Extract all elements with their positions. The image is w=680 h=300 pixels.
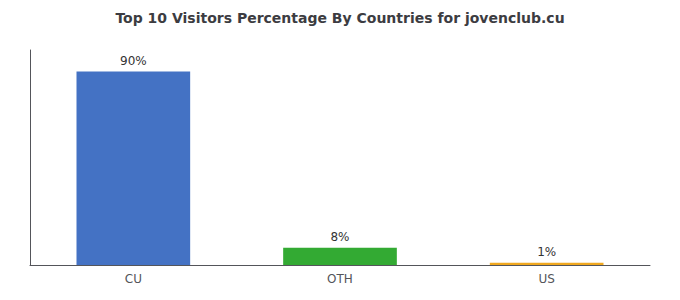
svg-text:OTH: OTH (327, 272, 353, 286)
svg-text:Top 10 Visitors Percentage By: Top 10 Visitors Percentage By Countries … (115, 10, 564, 26)
svg-text:CU: CU (125, 272, 142, 286)
svg-text:US: US (538, 272, 554, 286)
svg-text:1%: 1% (537, 245, 556, 259)
svg-text:8%: 8% (330, 230, 349, 244)
svg-text:90%: 90% (120, 54, 147, 68)
